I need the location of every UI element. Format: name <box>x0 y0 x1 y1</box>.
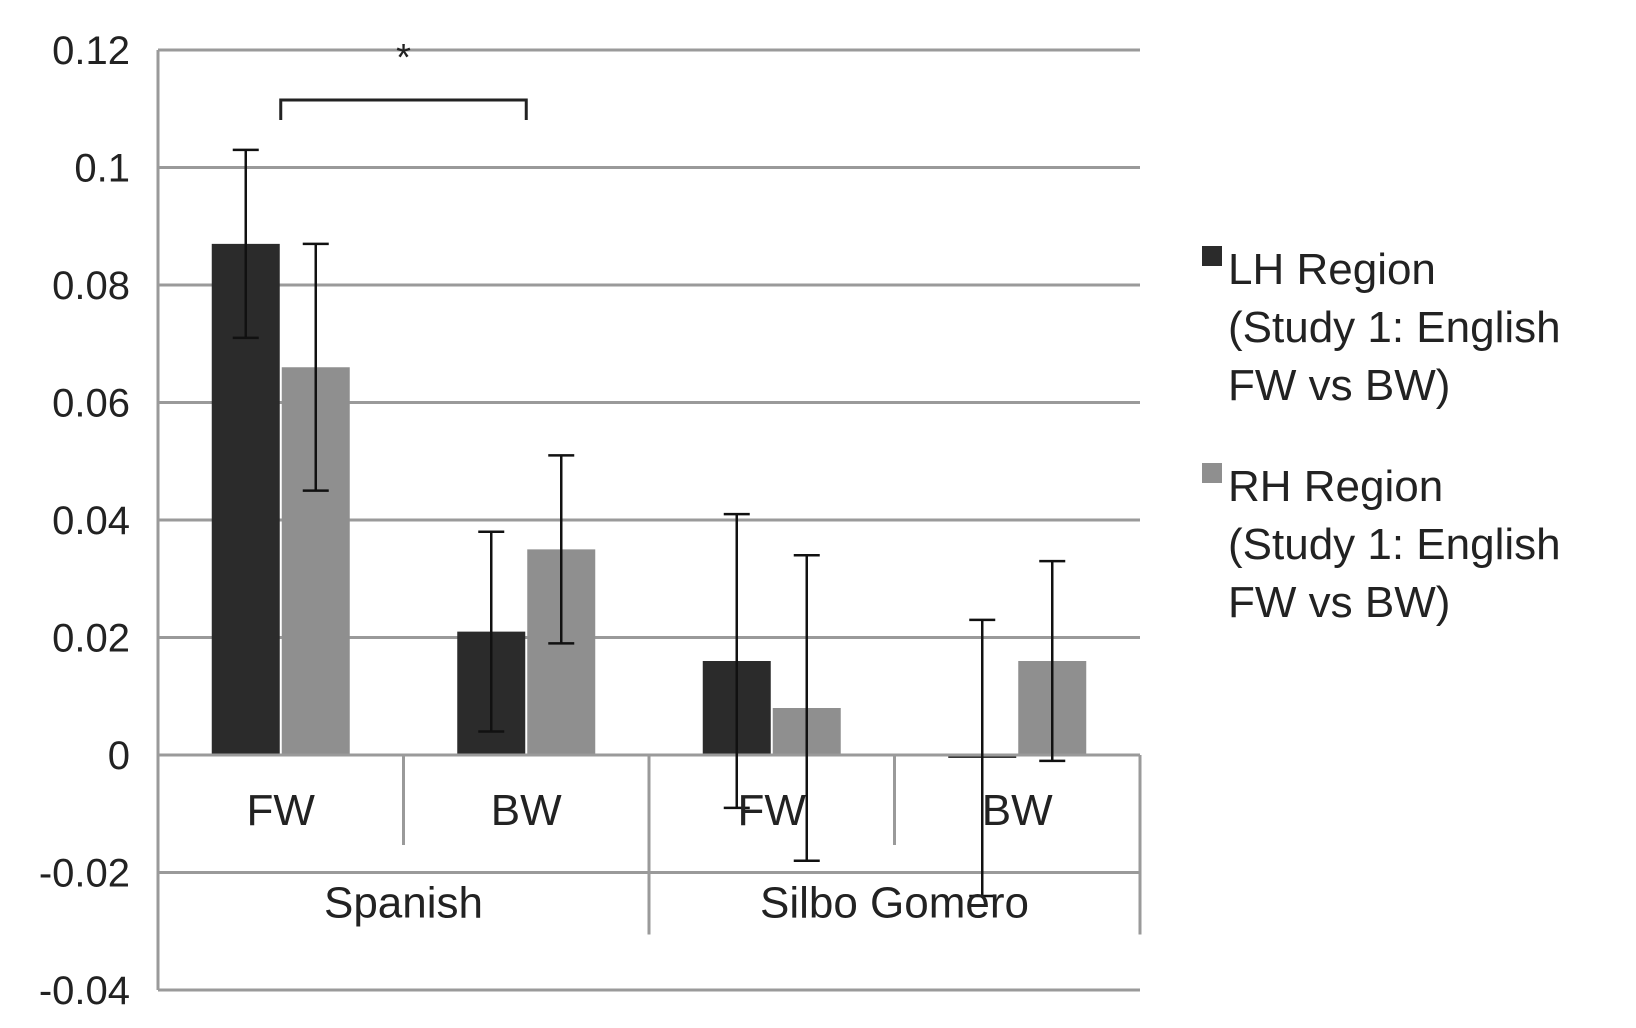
error-bar-lh-3 <box>969 618 996 898</box>
error-bar-lh-1 <box>478 530 505 733</box>
legend-label-line: (Study 1: English <box>1228 520 1561 569</box>
error-bar-rh-1 <box>548 454 575 645</box>
y-tick-label: 0.06 <box>52 382 130 426</box>
x-group-label: Silbo Gomero <box>760 879 1029 928</box>
y-tick-label: 0.08 <box>52 264 130 308</box>
y-tick-label: 0.02 <box>52 617 130 661</box>
legend-label-line: FW vs BW) <box>1228 578 1450 627</box>
legend-label-line: RH Region <box>1228 462 1443 511</box>
legend-swatch <box>1202 246 1222 266</box>
x-category-label: BW <box>491 786 562 835</box>
error-bar-rh-3 <box>1039 559 1066 763</box>
error-bar-rh-2 <box>793 554 820 862</box>
y-tick-label: 0.12 <box>52 29 130 73</box>
legend-swatch <box>1202 463 1222 483</box>
error-bars <box>232 148 1066 898</box>
error-bar-lh-0 <box>232 148 259 340</box>
x-group-label: Spanish <box>324 879 483 928</box>
error-bar-lh-2 <box>723 512 750 810</box>
legend-item-rh: RH Region (Study 1: English FW vs BW) <box>1202 462 1561 627</box>
legend-label-line: LH Region <box>1228 245 1436 294</box>
y-tick-label: -0.02 <box>39 852 130 896</box>
x-category-label: FW <box>738 786 807 835</box>
bars <box>211 243 1087 758</box>
y-tick-label: -0.04 <box>39 969 130 1013</box>
legend-label-line: (Study 1: English <box>1228 303 1561 352</box>
legend-label-line: FW vs BW) <box>1228 361 1450 410</box>
axes <box>156 50 1142 990</box>
y-tick-label: 0.04 <box>52 499 130 543</box>
y-axis-ticks: 0.12 0.1 0.08 0.06 0.04 0.02 0 -0.02 -0.04 <box>39 29 130 1013</box>
significance-marker: * <box>396 37 411 79</box>
y-tick-label: 0.1 <box>74 147 130 191</box>
significance-annotation: * <box>279 37 528 120</box>
y-tick-label: 0 <box>108 734 130 778</box>
legend-item-lh: LH Region (Study 1: English FW vs BW) <box>1202 245 1561 410</box>
x-category-label: FW <box>247 786 316 835</box>
significance-bracket <box>279 98 528 120</box>
error-bar-rh-0 <box>302 242 329 492</box>
x-category-label: BW <box>982 786 1053 835</box>
